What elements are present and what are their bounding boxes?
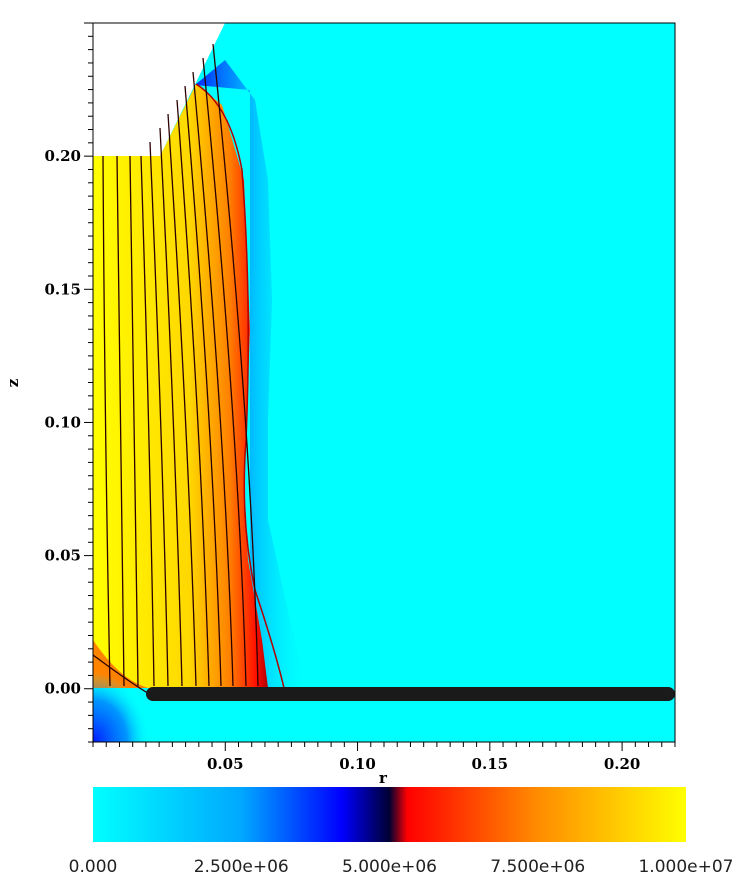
colorbar xyxy=(93,787,686,842)
y-tick-label: 0.15 xyxy=(44,280,81,298)
streamline xyxy=(149,141,169,687)
streamline xyxy=(202,57,247,687)
colorbar-tick-label: 7.500e+06 xyxy=(490,857,585,877)
y-axis-label: z xyxy=(4,378,22,387)
x-tick-label: 0.10 xyxy=(339,755,376,773)
jet-edge xyxy=(93,640,148,688)
boundary-contour xyxy=(195,83,285,689)
blue-halo xyxy=(195,60,310,700)
streamline xyxy=(176,99,210,687)
y-axis: 0.00 0.05 0.10 0.15 0.20 xyxy=(44,22,93,743)
y-tick-label: 0.05 xyxy=(44,547,81,565)
colorbar-labels: 0.000 2.500e+06 5.000e+06 7.500e+06 1.000e+0… xyxy=(69,857,734,877)
streamline xyxy=(184,85,222,687)
streamline xyxy=(102,155,111,687)
corner-gradient xyxy=(93,672,150,742)
streamline xyxy=(159,127,183,687)
x-axis: 0.05 0.10 0.15 0.20 xyxy=(92,742,676,773)
streamlines xyxy=(93,43,259,701)
x-tick-label: 0.20 xyxy=(604,755,641,773)
streamline xyxy=(116,155,125,687)
streamline xyxy=(167,113,197,687)
wall-region xyxy=(93,23,225,156)
colorbar-tick-label: 0.000 xyxy=(69,857,118,877)
streamline xyxy=(212,43,259,687)
colorbar-tick-label: 5.000e+06 xyxy=(342,857,437,877)
solid-strip xyxy=(146,687,675,701)
streamline xyxy=(140,155,155,687)
x-tick-label: 0.15 xyxy=(472,755,509,773)
x-tick-label: 0.05 xyxy=(207,755,244,773)
y-tick-label: 0.10 xyxy=(44,413,81,431)
jet-region xyxy=(93,84,268,688)
colorbar-tick-label: 2.500e+06 xyxy=(194,857,289,877)
y-tick-label: 0.00 xyxy=(44,680,81,698)
streamline xyxy=(129,155,139,687)
x-axis-label: r xyxy=(379,769,388,787)
colorbar-tick-label: 1.000e+07 xyxy=(638,857,733,877)
streamline xyxy=(192,71,234,687)
y-tick-label: 0.20 xyxy=(44,147,81,165)
